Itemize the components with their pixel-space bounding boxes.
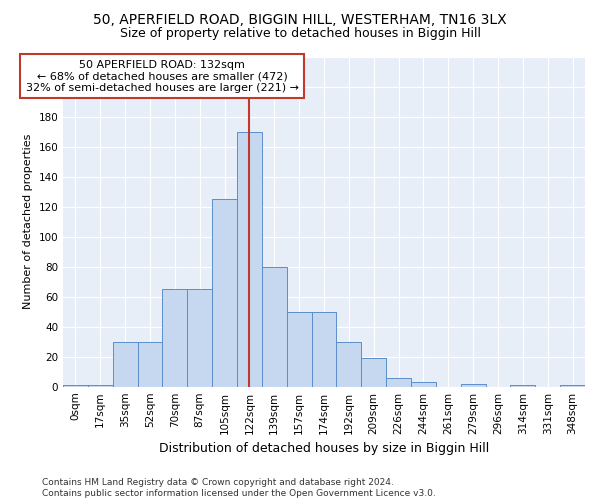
Bar bbox=[560, 385, 585, 386]
Bar bbox=[411, 382, 436, 386]
Bar bbox=[386, 378, 411, 386]
Bar bbox=[137, 342, 163, 386]
Bar bbox=[361, 358, 386, 386]
Bar bbox=[511, 385, 535, 386]
X-axis label: Distribution of detached houses by size in Biggin Hill: Distribution of detached houses by size … bbox=[159, 442, 489, 455]
Text: Contains HM Land Registry data © Crown copyright and database right 2024.
Contai: Contains HM Land Registry data © Crown c… bbox=[42, 478, 436, 498]
Text: 50, APERFIELD ROAD, BIGGIN HILL, WESTERHAM, TN16 3LX: 50, APERFIELD ROAD, BIGGIN HILL, WESTERH… bbox=[93, 12, 507, 26]
Bar bbox=[88, 385, 113, 386]
Bar bbox=[113, 342, 137, 386]
Bar bbox=[311, 312, 337, 386]
Bar bbox=[461, 384, 485, 386]
Bar bbox=[237, 132, 262, 386]
Bar bbox=[163, 289, 187, 386]
Bar bbox=[212, 199, 237, 386]
Text: Size of property relative to detached houses in Biggin Hill: Size of property relative to detached ho… bbox=[119, 28, 481, 40]
Bar bbox=[287, 312, 311, 386]
Bar bbox=[187, 289, 212, 386]
Text: 50 APERFIELD ROAD: 132sqm
← 68% of detached houses are smaller (472)
32% of semi: 50 APERFIELD ROAD: 132sqm ← 68% of detac… bbox=[26, 60, 299, 92]
Bar bbox=[262, 266, 287, 386]
Y-axis label: Number of detached properties: Number of detached properties bbox=[23, 134, 33, 310]
Bar bbox=[63, 385, 88, 386]
Bar bbox=[337, 342, 361, 386]
